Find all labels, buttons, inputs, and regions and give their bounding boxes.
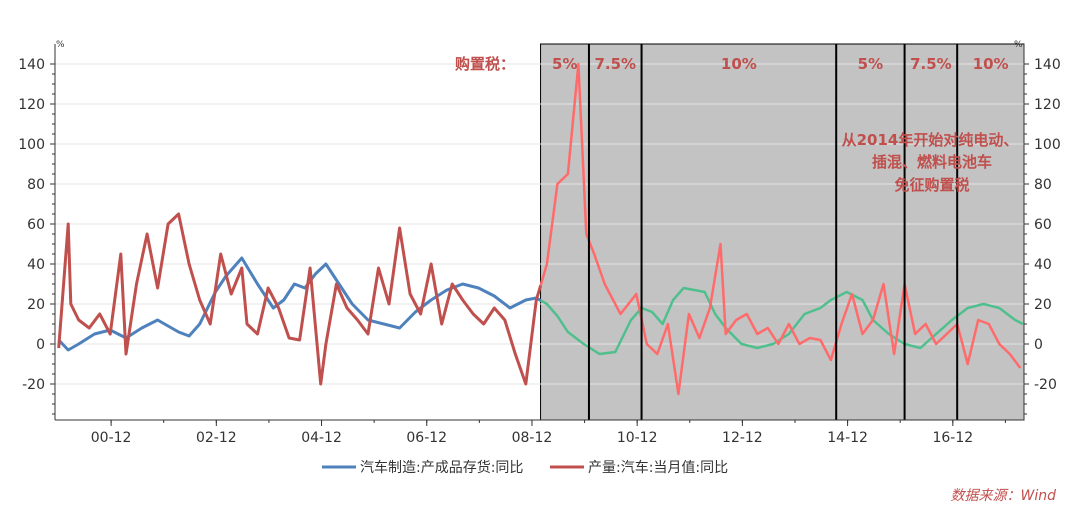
right-axis-tick-label: 40 xyxy=(1034,257,1052,273)
x-axis-tick-label: 16-12 xyxy=(932,430,973,446)
x-axis-tick-label: 02-12 xyxy=(196,430,237,446)
tax-rate-label: 7.5% xyxy=(594,55,636,73)
right-axis-tick-label: 120 xyxy=(1034,97,1061,113)
annotation-line-3: 免征购置税 xyxy=(894,176,969,194)
right-axis-tick-label: 60 xyxy=(1034,217,1052,233)
left-axis-tick-label: 140 xyxy=(18,57,45,73)
tax-rate-label: 7.5% xyxy=(910,55,952,73)
right-axis-tick-label: 0 xyxy=(1034,337,1043,353)
tax-rate-label: 10% xyxy=(721,55,757,73)
legend: 汽车制造:产成品存货:同比 产量:汽车:当月值:同比 xyxy=(322,459,728,476)
annotation-line-1: 从2014年开始对纯电动、 xyxy=(842,131,1019,149)
left-axis-tick-label: 0 xyxy=(36,337,45,353)
series-line-production xyxy=(57,212,543,386)
annotation-line-2: 插混、燃料电池车 xyxy=(872,153,992,171)
legend-label-production: 产量:汽车:当月值:同比 xyxy=(588,459,728,476)
series-line-inventory-shaded xyxy=(539,286,1024,356)
x-axis-tick-label: 06-12 xyxy=(406,430,447,446)
tax-rate-label: 5% xyxy=(552,55,577,73)
grid-layer xyxy=(55,63,1024,385)
left-axis-tick-label: 20 xyxy=(27,297,45,313)
x-axis-tick-label: 00-12 xyxy=(91,430,132,446)
series-layer xyxy=(57,62,1024,396)
left-axis-tick-label: 40 xyxy=(27,257,45,273)
left-axis-tick-label: -20 xyxy=(22,377,45,393)
x-axis-tick-label: 14-12 xyxy=(827,430,868,446)
right-axis-tick-label: 100 xyxy=(1034,137,1061,153)
left-axis-tick-label: 100 xyxy=(18,137,45,153)
tax-label: 购置税： xyxy=(455,55,515,73)
annotation: 从2014年开始对纯电动、 插混、燃料电池车 免征购置税 xyxy=(842,131,1019,194)
series-line-production-shaded xyxy=(539,62,1022,396)
left-axis-unit: % xyxy=(56,40,65,50)
x-axis-tick-label: 08-12 xyxy=(512,430,553,446)
x-axis-tick-label: 12-12 xyxy=(722,430,763,446)
right-axis-tick-label: 20 xyxy=(1034,297,1052,313)
shade-layer xyxy=(540,43,1025,421)
axis-layer xyxy=(50,44,1029,426)
tax-rate-label: 10% xyxy=(973,55,1009,73)
tax-rate-label: 5% xyxy=(858,55,883,73)
data-source: 数据来源：Wind xyxy=(951,488,1057,504)
tax-shaded-region xyxy=(540,43,1025,421)
legend-label-inventory: 汽车制造:产成品存货:同比 xyxy=(360,459,523,476)
left-axis-tick-label: 60 xyxy=(27,217,45,233)
right-axis-tick-label: 140 xyxy=(1034,57,1061,73)
divider-layer xyxy=(587,44,959,420)
x-axis-tick-label: 04-12 xyxy=(301,430,342,446)
right-axis-tick-label: -20 xyxy=(1034,377,1057,393)
series-line-inventory xyxy=(57,256,542,352)
left-axis-tick-label: 120 xyxy=(18,97,45,113)
label-layer: 140 140 120 120 100 100 80 80 60 60 40 40 20 20 0 0 -20 -… xyxy=(18,55,1060,446)
x-axis-tick-label: 10-12 xyxy=(617,430,658,446)
right-axis-unit: % xyxy=(1014,40,1023,50)
right-axis-tick-label: 80 xyxy=(1034,177,1052,193)
left-axis-tick-label: 80 xyxy=(27,177,45,193)
